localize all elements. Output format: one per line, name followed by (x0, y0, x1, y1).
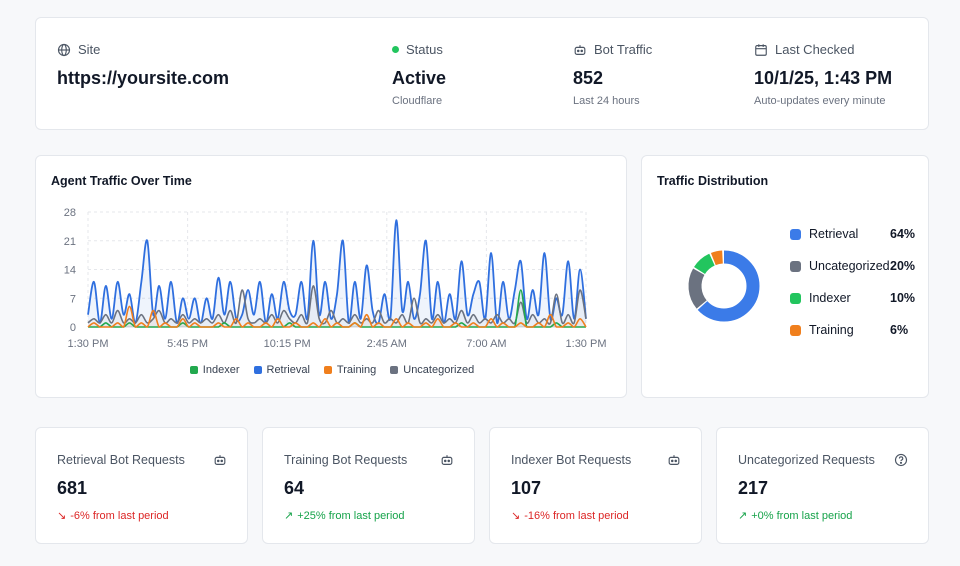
x-tick-label: 5:45 PM (167, 338, 208, 350)
metric-trend: ↗ +0% from last period (738, 509, 853, 523)
donut-slice-uncategorized[interactable] (683, 245, 765, 327)
metric-title: Indexer Bot Requests (511, 453, 632, 467)
donut-slice-retrieval[interactable] (688, 250, 760, 322)
legend-item-retrieval[interactable]: Retrieval (253, 364, 310, 376)
trend-up-icon: ↗ (738, 510, 748, 522)
uncategorized-swatch-icon (790, 260, 801, 272)
training-swatch-icon (790, 324, 801, 336)
donut-slice-training[interactable] (686, 248, 761, 323)
legend-swatch-icon (323, 366, 332, 374)
x-tick-label: 2:45 AM (367, 338, 407, 350)
indexer-metric-card: Indexer Bot Requests 107 ↘ -16% from last… (489, 427, 702, 544)
series-line-training[interactable] (87, 305, 587, 328)
trend-down-icon: ↘ (511, 510, 521, 522)
metric-title: Training Bot Requests (284, 453, 408, 467)
last-checked-value: 10/1/25, 1:43 PM (754, 68, 893, 88)
legend-item-indexer[interactable]: Indexer (189, 364, 240, 376)
summary-card: Site https://yoursite.com Status Active … (35, 17, 929, 130)
indexer-swatch-icon (790, 292, 801, 304)
x-tick-label: 7:00 AM (466, 338, 506, 350)
metric-trend: ↘ -16% from last period (511, 509, 629, 523)
y-tick-label: 7 (70, 293, 76, 305)
distribution-row-indexer: Indexer 10% (790, 291, 930, 305)
last-checked-label: Last Checked (775, 42, 855, 57)
chart-legend: Indexer Retrieval Training Uncategorized (36, 364, 628, 376)
distribution-row-uncategorized: Uncategorized 20% (790, 259, 930, 273)
globe-icon (57, 43, 71, 56)
metric-trend: ↗ +25% from last period (284, 509, 405, 523)
distribution-card: Traffic Distribution Retrieval 64% Uncat… (641, 155, 929, 398)
legend-item-uncategorized[interactable]: Uncategorized (390, 364, 474, 376)
legend-item-training[interactable]: Training (323, 364, 376, 376)
x-tick-label: 1:30 PM (566, 338, 607, 350)
uncategorized-metric-card: Uncategorized Requests 217 ↗ +0% from las… (716, 427, 929, 544)
status-value: Active (392, 68, 447, 88)
y-tick-label: 28 (64, 207, 76, 219)
metric-value: 681 (57, 478, 88, 498)
traffic-line-chart[interactable]: 0 7 14 21 28 1:30 PM 5:45 PM 10:15 PM 2:45 AM 7:0… (36, 156, 628, 356)
retrieval-swatch-icon (790, 228, 801, 240)
metric-title: Uncategorized Requests (738, 453, 875, 467)
trend-up-icon: ↗ (284, 510, 294, 522)
bot-traffic-value: 852 (573, 68, 604, 88)
y-tick-label: 21 (64, 236, 76, 248)
metric-value: 217 (738, 478, 769, 498)
calendar-icon (755, 43, 767, 56)
legend-swatch-icon (390, 366, 399, 374)
bot-icon (574, 44, 586, 55)
site-url[interactable]: https://yoursite.com (57, 68, 230, 88)
traffic-chart-title: Agent Traffic Over Time (51, 174, 192, 188)
series-line-retrieval[interactable] (87, 219, 587, 325)
help-circle-icon[interactable] (894, 453, 908, 467)
y-tick-label: 0 (70, 322, 76, 334)
metric-value: 107 (511, 478, 542, 498)
status-dot-icon (392, 46, 399, 53)
legend-swatch-icon (189, 366, 198, 374)
bot-traffic-sub: Last 24 hours (573, 95, 640, 107)
distribution-donut-chart[interactable] (679, 241, 769, 331)
legend-swatch-icon (253, 366, 262, 374)
series-area-retrieval (88, 220, 586, 327)
series-area-uncategorized (88, 285, 586, 327)
last-checked-sub: Auto-updates every minute (754, 95, 886, 107)
distribution-row-training: Training 6% (790, 323, 930, 337)
x-tick-label: 10:15 PM (264, 338, 311, 350)
status-label: Status (406, 42, 443, 57)
bot-icon (214, 455, 226, 465)
metric-title: Retrieval Bot Requests (57, 453, 185, 467)
training-metric-card: Training Bot Requests 64 ↗ +25% from last… (262, 427, 475, 544)
bot-icon (668, 455, 680, 465)
bot-traffic-label: Bot Traffic (594, 42, 653, 57)
bot-icon (441, 455, 453, 465)
traffic-chart-card: Agent Traffic Over Time 0 7 14 21 28 1:30 PM 5… (35, 155, 627, 398)
distribution-title: Traffic Distribution (657, 174, 769, 188)
status-sub: Cloudflare (392, 95, 443, 107)
metric-trend: ↘ -6% from last period (57, 509, 169, 523)
distribution-row-retrieval: Retrieval 64% (790, 227, 930, 241)
retrieval-metric-card: Retrieval Bot Requests 681 ↘ -6% from las… (35, 427, 248, 544)
trend-down-icon: ↘ (57, 510, 67, 522)
x-tick-label: 1:30 PM (68, 338, 109, 350)
y-tick-label: 14 (64, 265, 76, 277)
metric-value: 64 (284, 478, 305, 498)
site-label: Site (78, 42, 101, 57)
